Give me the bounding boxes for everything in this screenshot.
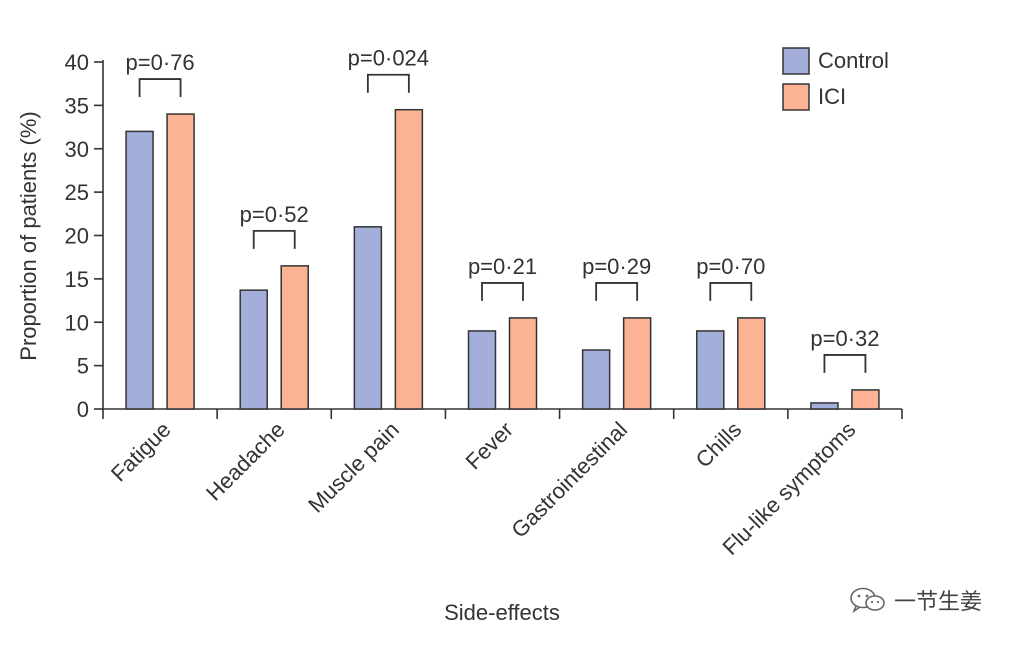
bar-ici-2 (394, 108, 424, 410)
bar-ici-5 (737, 317, 766, 410)
y-tick-label: 35 (65, 93, 89, 118)
category-label: Muscle pain (303, 417, 404, 518)
p-value-label: p=0·29 (582, 254, 651, 279)
legend: Control ICI (782, 47, 889, 111)
p-value-label: p=0·70 (696, 254, 765, 279)
x-axis-title: Side-effects (444, 600, 560, 625)
category-labels: Fatigue Headache Muscle pain FeverGastroint… (106, 417, 860, 560)
y-tick-label: 5 (77, 354, 89, 379)
y-axis-title: Proportion of patients (%) (16, 111, 41, 360)
y-tick-label: 0 (77, 397, 89, 422)
bar-control-5 (696, 330, 725, 410)
p-value-bracket (481, 282, 524, 301)
watermark: 一节生姜 (848, 584, 982, 616)
y-tick-label: 10 (65, 310, 89, 335)
legend-swatch-ici (782, 83, 810, 111)
p-value-bracket (252, 229, 296, 249)
bar-ici-0 (166, 113, 195, 410)
category-label: Chills (691, 417, 747, 473)
legend-label-control: Control (818, 48, 889, 73)
watermark-text: 一节生姜 (894, 589, 983, 614)
bar-control-3 (467, 330, 497, 410)
category-label: Fatigue (106, 417, 176, 487)
bar-ici-4 (622, 317, 652, 410)
p-value-bracket (138, 78, 182, 98)
p-value-bracket (823, 354, 867, 373)
p-value-bracket (709, 282, 753, 301)
y-tick-label: 25 (65, 180, 89, 205)
category-label: Headache (201, 417, 290, 506)
bar-ici-6 (851, 389, 880, 410)
y-tick-label: 40 (65, 50, 89, 75)
bar-ici-3 (508, 317, 538, 410)
bar-control-1 (239, 289, 268, 410)
p-value-label: p=0·52 (240, 202, 309, 227)
y-tick-label: 20 (65, 224, 89, 249)
p-value-annotations: p=0·76 p=0·52 p=0·024 p=0·21 p=0·29 p=0·70 p=0… (126, 46, 879, 373)
p-value-bracket (595, 282, 639, 301)
bar-control-6 (810, 402, 839, 410)
category-label: Gastrointestinal (506, 417, 632, 543)
y-tick-label: 30 (65, 137, 89, 162)
bar-ici-1 (280, 265, 309, 410)
bars (125, 108, 880, 410)
legend-label-ici: ICI (818, 84, 846, 109)
x-axis (102, 408, 903, 419)
p-value-label: p=0·32 (810, 326, 879, 351)
legend-swatch-control (782, 47, 810, 75)
category-label: Fever (461, 417, 518, 474)
bar-control-0 (125, 130, 154, 410)
wechat-icon (848, 586, 888, 614)
bar-control-4 (581, 349, 611, 410)
y-tick-label: 15 (65, 267, 89, 292)
y-axis: 0 5 10 15 20 25 30 35 40 (65, 50, 104, 422)
p-value-label: p=0·76 (126, 50, 195, 75)
p-value-bracket (366, 73, 410, 93)
p-value-label: p=0·024 (348, 46, 429, 71)
bar-control-2 (353, 226, 383, 410)
p-value-label: p=0·21 (468, 254, 537, 279)
